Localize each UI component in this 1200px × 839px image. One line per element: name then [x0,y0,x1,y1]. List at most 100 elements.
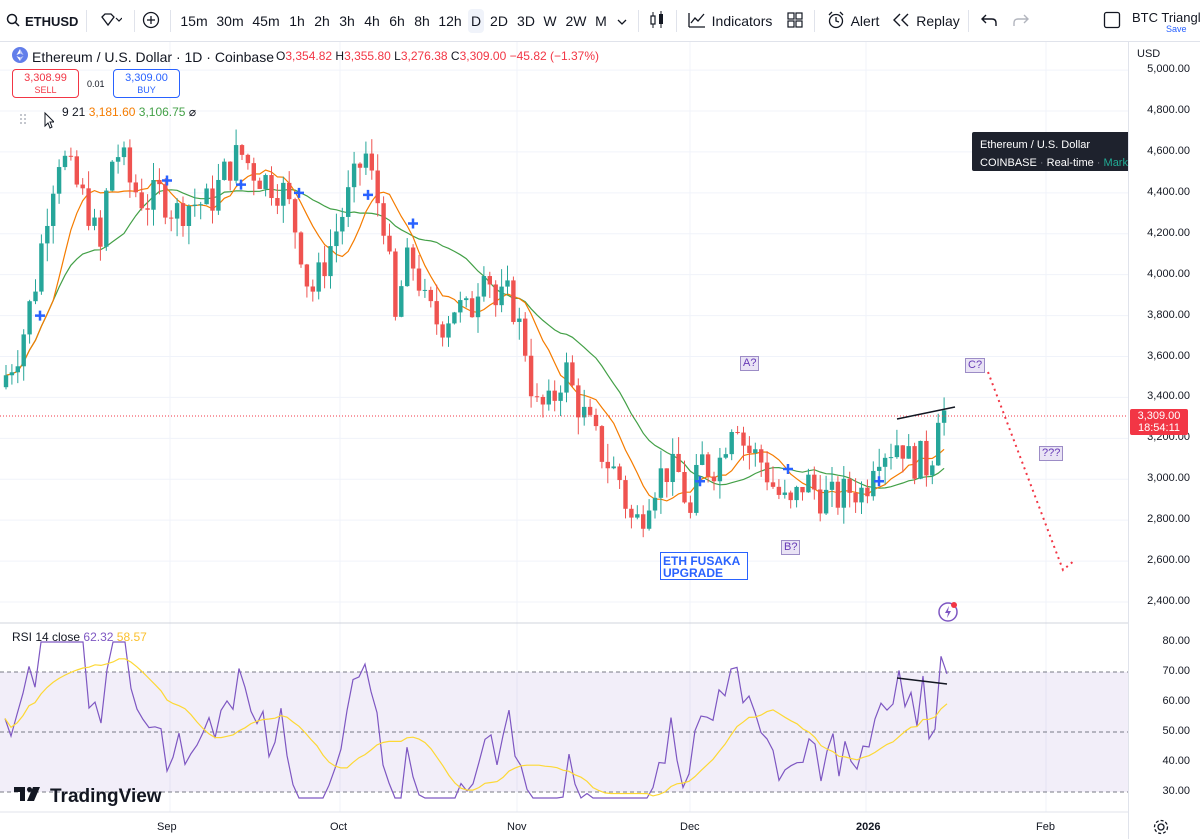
lightning-icon[interactable] [936,600,960,624]
unknown-wave-label[interactable]: ??? [1039,446,1064,461]
rsi-tick: 60.00 [1162,695,1190,707]
candle-body [233,145,239,181]
candle-body [694,464,699,513]
candle-body [410,247,416,269]
layout-toggle-button[interactable] [1100,9,1124,33]
hide-icon[interactable]: ⌀ [188,105,197,119]
timeframe-dropdown[interactable] [614,9,630,33]
settings-icon[interactable] [1152,818,1170,836]
candle-body [493,284,498,306]
low-value: 3,276.38 [400,49,448,63]
wave-c-label[interactable]: C? [965,358,986,373]
brand-name: TradingView [50,786,162,807]
add-symbol-button[interactable] [140,9,162,33]
price-tick: 4,200.00 [1147,226,1190,239]
timeframe-3d[interactable]: 3D [517,13,535,29]
candle-body [62,155,68,168]
candle-body [582,406,587,418]
candle-body [812,474,817,490]
candle-body [269,175,274,199]
candle-body [853,492,858,503]
tooltip-exchange: COINBASE [980,157,1037,169]
candle-body [523,318,528,356]
candles-button[interactable] [646,9,668,33]
candle-body [387,235,392,252]
candle-body [216,179,221,211]
layout-name[interactable]: BTC Triangle [1132,10,1200,25]
candle-body [593,414,599,427]
timeframe-4h[interactable]: 4h [364,13,380,29]
chart-type-dropdown[interactable] [94,9,128,33]
candle-body [882,457,888,467]
save-status[interactable]: Save [1166,24,1187,34]
candle-body [334,231,339,247]
timeframe-12h[interactable]: 12h [438,13,462,29]
candle-body [924,440,929,476]
timeframe-3h[interactable]: 3h [339,13,355,29]
high-value: 3,355.80 [344,49,391,63]
candle-body [80,184,85,189]
wave-a-label[interactable]: A? [740,356,760,371]
open-value: 3,354.82 [285,49,333,63]
candle-body [587,406,593,415]
timeframe-45m[interactable]: 45m [252,13,280,29]
sell-price: 3,308.99 [24,72,67,84]
symbol-search[interactable]: ETHUSD [6,8,82,34]
buy-button[interactable]: 3,309.00 BUY [113,69,180,98]
candle-body [422,289,428,291]
chart-title: Ethereum / U.S. Dollar · 1D · Coinbase [32,48,274,65]
price-axis[interactable]: USD 5,000.00 4,800.00 4,600.00 4,400.00 4,20… [1128,42,1200,839]
candle-body [458,300,463,313]
cross-marker [236,179,246,190]
timeframe-1h[interactable]: 1h [289,13,305,29]
redo-button[interactable] [1010,9,1032,33]
indicators-button[interactable]: Indicators [688,9,772,33]
replay-button[interactable]: Replay [893,9,960,33]
candle-body [682,472,687,503]
candle-body [251,163,256,181]
sell-label: SELL [34,85,57,95]
rsi-tick: 40.00 [1162,755,1190,767]
candle-body [906,446,911,459]
timeframe-2w[interactable]: 2W [565,13,587,29]
sell-button[interactable]: 3,308.99 SELL [12,69,79,98]
layouts-button[interactable] [784,9,806,33]
candle-body [847,478,852,493]
candle-body [552,390,557,401]
candle-body [800,486,805,493]
currency-label[interactable]: USD [1137,48,1161,60]
fusaka-upgrade-note[interactable]: ETH FUSAKA UPGRADE [660,552,748,580]
candle-body [9,372,15,376]
candle-body [711,476,717,482]
wave-b-label[interactable]: B? [781,540,801,555]
undo-button[interactable] [978,9,1000,33]
timeframe-d[interactable]: D [468,9,484,33]
candle-body [806,474,811,493]
candle-body [930,465,935,476]
candle-body [304,264,310,287]
candle-body [900,445,905,459]
timeframe-2d[interactable]: 2D [490,13,508,29]
candle-body [747,445,752,454]
drag-handle-icon[interactable] [14,108,56,138]
rsi-legend: RSI 14 close 62.32 58.57 [12,630,147,644]
price-tick: 3,000.00 [1147,472,1190,485]
timeframe-8h[interactable]: 8h [414,13,430,29]
candle-body [363,153,369,168]
alert-button[interactable]: Alert [824,9,882,33]
candle-body [139,192,144,209]
timeframe-6h[interactable]: 6h [389,13,405,29]
candle-body [912,446,917,479]
timeframe-m[interactable]: M [595,13,607,29]
candle-body [198,204,203,206]
timeframe-2h[interactable]: 2h [314,13,330,29]
timeframe-30m[interactable]: 30m [216,13,244,29]
candle-body [210,188,215,211]
rsi-tick: 50.00 [1162,725,1190,737]
time-tick: Sep [157,821,177,833]
timeframe-15m[interactable]: 15m [180,13,208,29]
candle-body [357,163,363,168]
price-chart[interactable] [0,42,1128,839]
timeframe-w[interactable]: W [543,13,557,29]
candle-body [469,298,475,318]
